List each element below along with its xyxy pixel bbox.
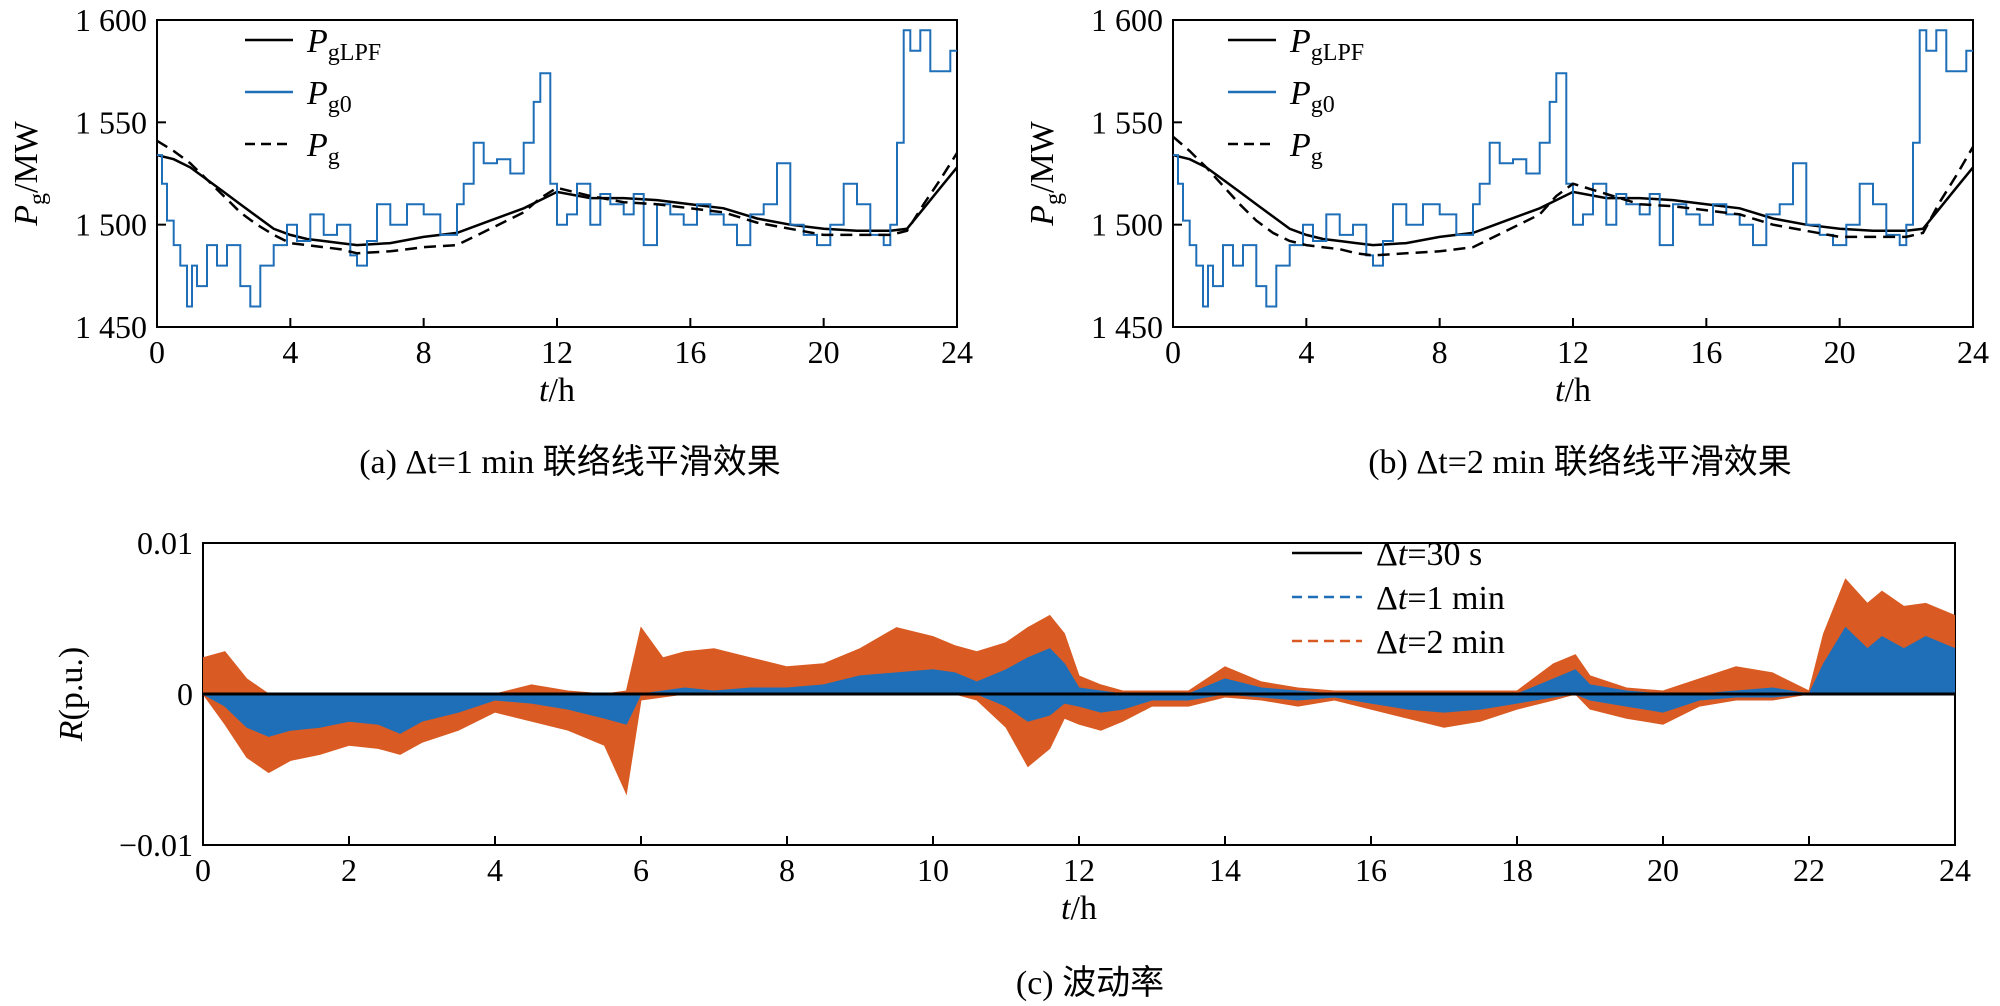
caption-a: (a) Δt=1 min 联络线平滑效果 (359, 443, 781, 481)
x-tick-label: 8 (1432, 334, 1448, 370)
y-tick-label: 1 450 (75, 309, 147, 345)
x-tick-label: 0 (1165, 334, 1181, 370)
x-tick-label: 12 (1557, 334, 1589, 370)
y-tick-label: 1 500 (75, 207, 147, 243)
plot-area (203, 578, 1955, 796)
x-tick-label: 24 (941, 334, 973, 370)
x-tick-label: 6 (633, 852, 649, 888)
x-tick-label: 2 (341, 852, 357, 888)
y-axis-label: Pg/MW (1024, 120, 1067, 226)
series-line-pglpf (1173, 153, 1973, 247)
legend: Δt=30 s Δt=1 min Δt=2 min (1292, 536, 1505, 661)
y-tick-label: 0.01 (137, 525, 193, 561)
legend-label: PgLPF (1289, 23, 1364, 66)
x-tick-label: 8 (416, 334, 432, 370)
series-line-pg (157, 139, 957, 255)
x-tick-label: 4 (1298, 334, 1314, 370)
legend-label: Pg (306, 127, 340, 170)
y-tick-label: 1 600 (75, 2, 147, 38)
legend-label: Pg (1289, 127, 1323, 170)
legend-label: Δt=30 s (1376, 536, 1482, 573)
x-tick-label: 22 (1793, 852, 1825, 888)
y-tick-label: 1 600 (1091, 2, 1163, 38)
series-line-pglpf (157, 153, 957, 247)
caption-c: (c) 波动率 (1016, 964, 1164, 1002)
legend: PgLPF Pg0 Pg (245, 23, 381, 170)
x-tick-label: 0 (149, 334, 165, 370)
plot-area (1173, 29, 1973, 308)
y-tick-label: 1 450 (1091, 309, 1163, 345)
x-tick-label: 12 (1063, 852, 1095, 888)
x-tick-label: 12 (541, 334, 573, 370)
x-tick-label: 20 (808, 334, 840, 370)
y-tick-label: 1 550 (75, 104, 147, 140)
x-tick-label: 14 (1209, 852, 1241, 888)
panel-a: 0 4 8 12 16 20 24 1 450 1 500 1 550 1 600 t/h Pg/MW P… (8, 2, 973, 409)
x-axis-label: t/h (1061, 890, 1097, 927)
legend-label: PgLPF (306, 23, 381, 66)
y-axis-label: R(p.u.) (53, 647, 90, 742)
x-tick-label: 0 (195, 852, 211, 888)
x-tick-label: 16 (1355, 852, 1387, 888)
x-tick-label: 24 (1957, 334, 1989, 370)
legend-label: Pg0 (306, 75, 352, 118)
y-axis-label: Pg/MW (8, 120, 51, 226)
panel-b: 0 4 8 12 16 20 24 1 450 1 500 1 550 1 600 t/h Pg/MW P… (1024, 2, 1989, 409)
y-tick-label: 0 (177, 676, 193, 712)
x-axis-label: t/h (539, 372, 575, 409)
x-axis-label: t/h (1555, 372, 1591, 409)
series-line-pg0 (157, 29, 957, 308)
axes-box (156, 19, 958, 328)
legend-label: Δt=1 min (1376, 580, 1505, 617)
x-tick-label: 24 (1939, 852, 1971, 888)
legend-label: Δt=2 min (1376, 624, 1505, 661)
legend-label: Pg0 (1289, 75, 1335, 118)
plot-area (157, 29, 957, 308)
x-tick-label: 16 (1690, 334, 1722, 370)
x-tick-label: 10 (917, 852, 949, 888)
x-tick-label: 16 (674, 334, 706, 370)
y-tick-label: −0.01 (119, 827, 193, 863)
x-tick-label: 18 (1501, 852, 1533, 888)
x-tick-label: 20 (1824, 334, 1856, 370)
series-line-pg (1173, 135, 1973, 257)
panel-c: 0 2 4 6 8 10 12 14 16 18 20 22 24−0.0100.01t/hR(p.u.… (53, 525, 1971, 927)
x-tick-label: 8 (779, 852, 795, 888)
y-tick-label: 1 550 (1091, 104, 1163, 140)
axes-box (1172, 19, 1974, 328)
x-tick-label: 4 (487, 852, 503, 888)
legend: PgLPF Pg0 Pg (1228, 23, 1364, 170)
series-band-dt-2min (203, 578, 1955, 796)
x-tick-label: 20 (1647, 852, 1679, 888)
series-line-pg0 (1173, 29, 1973, 308)
caption-b: (b) Δt=2 min 联络线平滑效果 (1368, 443, 1792, 481)
x-tick-label: 4 (282, 334, 298, 370)
y-tick-label: 1 500 (1091, 207, 1163, 243)
